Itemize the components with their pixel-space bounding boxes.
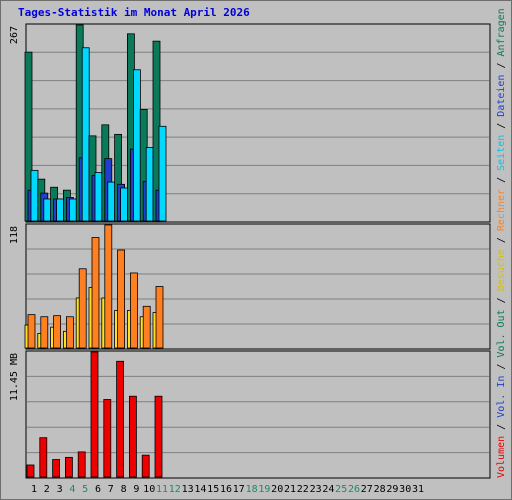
x-tick-label-23: 23 [310, 484, 322, 495]
legend-entry: / [496, 358, 507, 376]
legend-entry: / [496, 231, 507, 249]
x-tick-label-17: 17 [233, 484, 245, 495]
x-tick-label-26: 26 [348, 484, 360, 495]
x-tick-label-31: 31 [412, 484, 424, 495]
bar-seiten-day-7 [107, 181, 116, 222]
panel-background [25, 350, 491, 479]
bar-seiten-day-8 [120, 187, 128, 222]
bar-volumen-day-1 [26, 464, 35, 478]
bar-volumen-day-5 [77, 451, 86, 478]
bar-volumen-day-6 [90, 351, 99, 478]
x-tick-label-2: 2 [44, 484, 50, 495]
panel-volume: 11.45 MB [9, 350, 491, 479]
bar-rechner-day-4 [66, 316, 74, 349]
bar-volumen-day-3 [52, 459, 60, 478]
bar-rechner-day-9 [129, 272, 138, 349]
x-tick-label-13: 13 [182, 484, 194, 495]
legend-entry: Vol. Out [496, 309, 507, 357]
x-tick-label-6: 6 [95, 484, 101, 495]
x-axis-day-labels: 1 2 3 4 5 6 7 8 9 10 11 12 13 14 15 16 17 18 19 20 21 22 23 24 2… [31, 484, 424, 495]
legend-entry: / [496, 291, 507, 309]
x-tick-label-18: 18 [246, 484, 258, 495]
x-tick-label-9: 9 [133, 484, 139, 495]
y-max-label: 267 [9, 26, 20, 44]
bar-seiten-day-1 [30, 169, 39, 222]
bar-rechner-day-3 [53, 315, 61, 349]
legend-entry: Dateien [496, 75, 507, 117]
chart-title: Tages-Statistik im Monat April 2026 [18, 6, 250, 19]
x-tick-label-3: 3 [57, 484, 63, 495]
bar-rechner-day-6 [91, 237, 100, 349]
x-tick-label-28: 28 [374, 484, 386, 495]
bar-seiten-day-10 [145, 147, 154, 222]
bar-seiten-day-6 [94, 172, 103, 222]
bar-volumen-day-9 [128, 395, 137, 478]
x-tick-label-11: 11 [156, 484, 168, 495]
bar-rechner-day-5 [78, 268, 87, 349]
bar-rechner-day-1 [27, 314, 36, 349]
legend-entry: / [496, 171, 507, 189]
bar-rechner-day-2 [40, 316, 49, 349]
x-tick-label-20: 20 [271, 484, 283, 495]
x-tick-label-19: 19 [258, 484, 270, 495]
bar-volumen-day-10 [141, 454, 150, 478]
bar-seiten-day-9 [132, 69, 141, 222]
bar-rechner-day-10 [142, 305, 151, 349]
bar-seiten-day-2 [43, 198, 52, 222]
x-tick-label-24: 24 [322, 484, 334, 495]
x-tick-label-29: 29 [386, 484, 398, 495]
x-tick-label-10: 10 [143, 484, 155, 495]
y-max-label: 118 [9, 226, 20, 244]
legend-entry: / [496, 418, 507, 436]
y-max-label: 11.45 MB [9, 353, 20, 401]
x-tick-label-22: 22 [297, 484, 309, 495]
panel-visits: 118 [9, 223, 491, 350]
x-tick-label-27: 27 [361, 484, 373, 495]
bar-volumen-day-4 [65, 456, 73, 478]
bar-seiten-day-5 [81, 47, 90, 222]
chart-panels: 267 118 11.45 MB [9, 23, 491, 479]
x-tick-label-12: 12 [169, 484, 181, 495]
legend-entry: Volumen [496, 436, 507, 478]
x-tick-label-15: 15 [207, 484, 219, 495]
legend-entry: Vol. In [496, 376, 507, 418]
bar-rechner-day-7 [104, 224, 113, 349]
legend-entry: / [496, 117, 507, 135]
bar-rechner-day-8 [117, 249, 125, 349]
x-tick-label-5: 5 [82, 484, 88, 495]
bar-seiten-day-3 [56, 198, 64, 222]
bar-seiten-day-4 [69, 198, 77, 222]
x-tick-label-7: 7 [108, 484, 114, 495]
x-tick-label-16: 16 [220, 484, 232, 495]
bar-volumen-day-8 [116, 360, 124, 478]
bar-volumen-day-2 [39, 437, 48, 478]
legend-entry: Besuche [496, 249, 507, 291]
bar-rechner-day-11 [155, 286, 164, 349]
x-tick-label-4: 4 [69, 484, 75, 495]
x-tick-label-25: 25 [335, 484, 347, 495]
x-tick-label-21: 21 [284, 484, 296, 495]
x-tick-label-30: 30 [399, 484, 411, 495]
bar-seiten-day-11 [158, 125, 167, 222]
legend-entry: Rechner [496, 189, 507, 231]
bar-volumen-day-11 [154, 395, 163, 478]
legend-entry: / [496, 56, 507, 74]
bar-volumen-day-7 [103, 399, 112, 478]
x-tick-label-8: 8 [121, 484, 127, 495]
panel-hits: 267 [9, 23, 491, 223]
legend-entry: Anfragen [496, 8, 507, 56]
x-tick-label-14: 14 [194, 484, 206, 495]
x-tick-label-1: 1 [31, 484, 37, 495]
right-legend: Volumen / Vol. In / Vol. Out / Besuche /… [496, 8, 507, 478]
legend-entry: Seiten [496, 135, 507, 171]
